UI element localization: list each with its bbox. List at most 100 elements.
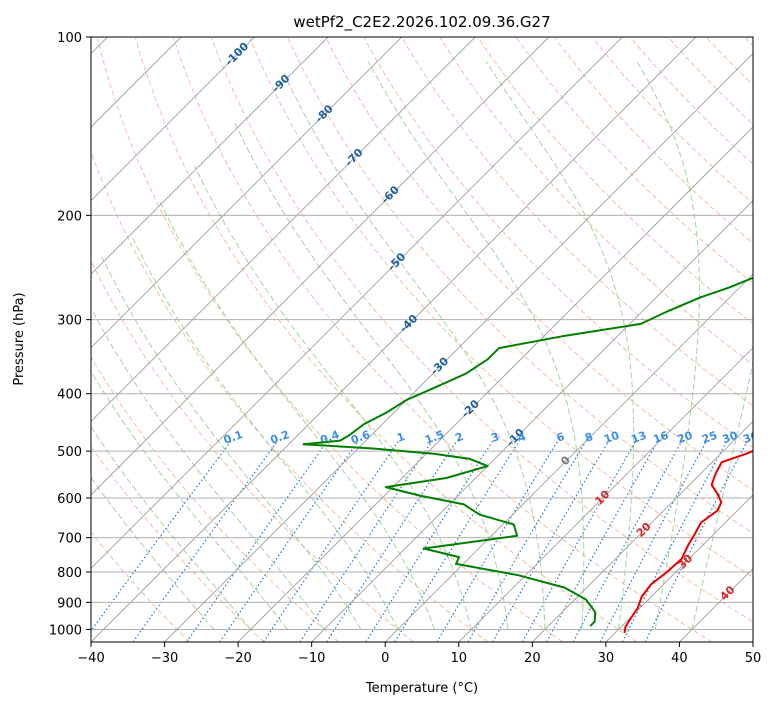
y-tick-label: 300 <box>57 314 82 329</box>
x-tick-label: −30 <box>151 651 178 666</box>
y-axis-label: Pressure (hPa) <box>12 292 27 385</box>
mixing-ratio-label: 1.5 <box>423 428 446 447</box>
dry-adiabat <box>439 37 753 366</box>
mixing-ratio-line <box>262 440 400 642</box>
x-tick-label: 40 <box>671 651 688 666</box>
x-axis-label: Temperature (°C) <box>365 681 478 696</box>
y-tick-label: 900 <box>57 596 82 611</box>
mixing-ratio-label: 4 <box>516 430 528 445</box>
isotherm-label: -20 <box>459 397 482 420</box>
mixing-ratio-line <box>365 440 494 642</box>
isotherm <box>311 199 753 642</box>
mixing-ratio-line <box>572 440 683 642</box>
plot-frame <box>90 36 754 643</box>
isotherm-label: -50 <box>385 250 408 273</box>
isotherm <box>531 420 753 642</box>
temperature-profile <box>623 449 753 633</box>
moist-adiabat <box>91 425 252 630</box>
dry-adiabat <box>363 37 753 449</box>
isotherm <box>752 641 753 642</box>
x-tick-label: 50 <box>745 651 762 666</box>
x-tick-label: −10 <box>298 651 325 666</box>
dry-adiabat <box>478 37 753 325</box>
dry-adiabat <box>401 37 753 407</box>
isotherm <box>91 37 550 496</box>
mixing-ratio-label: 13 <box>629 429 648 446</box>
moist-adiabat <box>636 61 700 630</box>
mixing-ratio-line <box>436 440 559 642</box>
y-axis-ticks: 100 200 300 400 500 600 700 800 900 1000 <box>49 31 91 638</box>
dry-adiabat <box>96 37 563 642</box>
x-tick-label: −40 <box>77 651 104 666</box>
isotherm <box>91 37 403 349</box>
dry-adiabat <box>91 356 340 642</box>
dry-adiabat <box>745 37 753 47</box>
mixing-ratio-line <box>622 440 728 642</box>
mixing-ratio-line <box>492 440 610 642</box>
mixing-ratio-label: 36 <box>741 429 760 447</box>
x-tick-label: 20 <box>524 651 541 666</box>
mixing-ratio-line <box>219 440 359 642</box>
dry-adiabat <box>91 259 414 642</box>
isotherm <box>458 347 753 642</box>
isotherm <box>91 37 256 202</box>
chart-title: wetPf2_C2E2.2026.102.09.36.G27 <box>293 13 550 32</box>
y-tick-label: 500 <box>57 445 82 460</box>
dry-adiabat <box>287 37 753 534</box>
mixing-ratio-label: 8 <box>583 430 595 445</box>
background-lines <box>91 37 753 642</box>
moist-adiabat <box>101 256 362 630</box>
dry-adiabat <box>135 37 638 642</box>
dry-adiabat <box>91 150 489 642</box>
x-tick-label: 0 <box>381 651 389 666</box>
dry-adiabat <box>91 445 265 642</box>
mixing-ratio-label: 0.6 <box>349 428 372 447</box>
mixing-ratio-label: 1 <box>395 430 407 445</box>
mixing-ratio-label: 0.2 <box>269 428 292 447</box>
y-tick-label: 800 <box>57 566 82 581</box>
isotherm <box>679 567 753 642</box>
dry-adiabat <box>706 37 753 86</box>
mixing-ratio-line <box>394 440 520 642</box>
mixing-ratio-label: 20 <box>676 429 695 447</box>
mixing-ratio-line <box>521 440 637 642</box>
x-axis-ticks: −40 −30 −20 −10 0 10 20 30 40 50 <box>77 642 761 666</box>
y-tick-label: 700 <box>57 532 82 547</box>
dry-adiabat <box>554 37 753 244</box>
mixing-ratio-label: 30 <box>721 429 740 447</box>
mixing-ratio-line <box>467 440 587 642</box>
isotherm-label: 20 <box>634 520 654 540</box>
dry-adiabat <box>173 37 713 642</box>
isotherm <box>91 37 476 423</box>
mixing-ratio-label: 2 <box>453 430 465 445</box>
moist-adiabat <box>485 61 635 630</box>
x-tick-label: 10 <box>451 651 468 666</box>
isotherm <box>91 37 697 642</box>
isotherm <box>605 494 753 642</box>
dry-adiabat <box>325 37 753 491</box>
y-tick-label: 100 <box>57 31 82 46</box>
isotherm <box>384 273 753 642</box>
moist-adiabat <box>91 307 325 630</box>
y-tick-label: 200 <box>57 209 82 224</box>
mixing-ratio-line <box>186 440 329 642</box>
x-tick-label: −20 <box>224 651 251 666</box>
mixing-ratio-line <box>299 440 433 642</box>
isotherm <box>91 37 623 570</box>
isotherm-label: -60 <box>379 183 402 206</box>
moist-adiabat <box>234 123 509 630</box>
dry-adiabat <box>592 37 753 205</box>
moist-adiabat <box>367 61 585 630</box>
mixing-ratio-line <box>91 440 232 632</box>
mixing-ratio-line <box>644 440 749 642</box>
profile-series <box>302 276 753 633</box>
mixing-ratio-label: 6 <box>555 430 567 445</box>
mixing-ratio-label: 10 <box>602 429 621 447</box>
dewpoint-profile <box>302 276 753 627</box>
moist-adiabat <box>91 476 215 630</box>
isotherm <box>164 52 753 642</box>
x-tick-label: 30 <box>598 651 615 666</box>
y-tick-label: 600 <box>57 492 82 507</box>
moist-adiabat <box>159 201 436 630</box>
isotherm-label: 40 <box>717 583 737 603</box>
